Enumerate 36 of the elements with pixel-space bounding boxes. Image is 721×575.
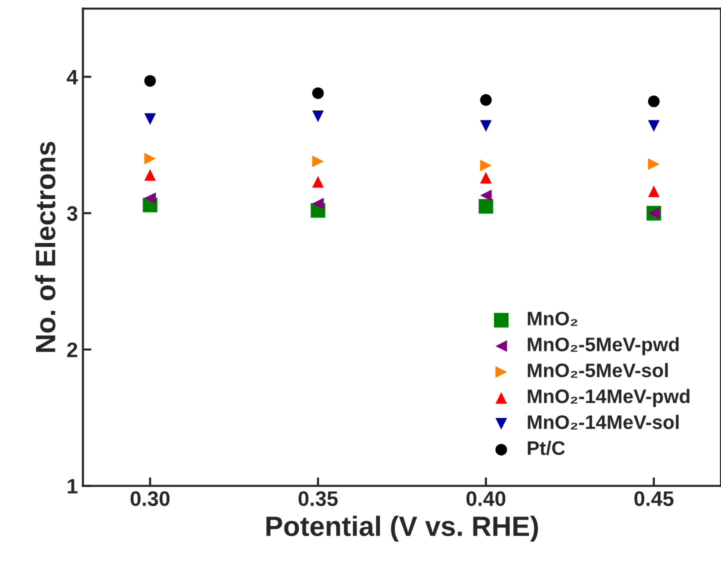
- legend-label: MnO₂-14MeV-pwd: [528, 388, 690, 408]
- x-tick-label: 0.40: [466, 491, 506, 506]
- y-tick-label: 3: [66, 206, 78, 221]
- x-tick-label: 0.35: [298, 491, 338, 506]
- y-tick-label: 2: [67, 342, 78, 358]
- x-axis-title: Potential (V vs. RHE): [266, 516, 538, 542]
- point: [312, 110, 324, 122]
- point: [312, 87, 324, 99]
- point: [144, 152, 156, 164]
- legend-label: MnO₂: [528, 312, 578, 326]
- point: [648, 186, 660, 198]
- legend-label: MnO₂-5MeV-pwd: [528, 337, 679, 356]
- y-axis-title: No. of Electrons: [35, 142, 56, 352]
- point: [144, 169, 156, 181]
- y-tick-label: 1: [68, 479, 78, 494]
- point: [144, 113, 156, 125]
- point: [144, 192, 156, 204]
- legend-label: MnO₂-5MeV-sol: [528, 362, 668, 378]
- point: [478, 199, 494, 214]
- x-tick-label: 0.30: [130, 491, 170, 506]
- legend-label: MnO₂-14MeV-sol: [528, 414, 679, 430]
- point: [480, 160, 492, 172]
- legend-label: Pt/C: [528, 440, 565, 456]
- point: [144, 75, 156, 87]
- x-tick-label: 0.45: [634, 491, 674, 506]
- point: [312, 198, 324, 210]
- point: [648, 120, 660, 132]
- point: [648, 96, 660, 108]
- point: [312, 156, 324, 168]
- point: [480, 172, 492, 184]
- point: [480, 94, 492, 106]
- point: [648, 158, 660, 170]
- y-tick-label: 4: [66, 70, 78, 84]
- point: [480, 120, 492, 132]
- point: [480, 190, 492, 202]
- point: [312, 176, 324, 188]
